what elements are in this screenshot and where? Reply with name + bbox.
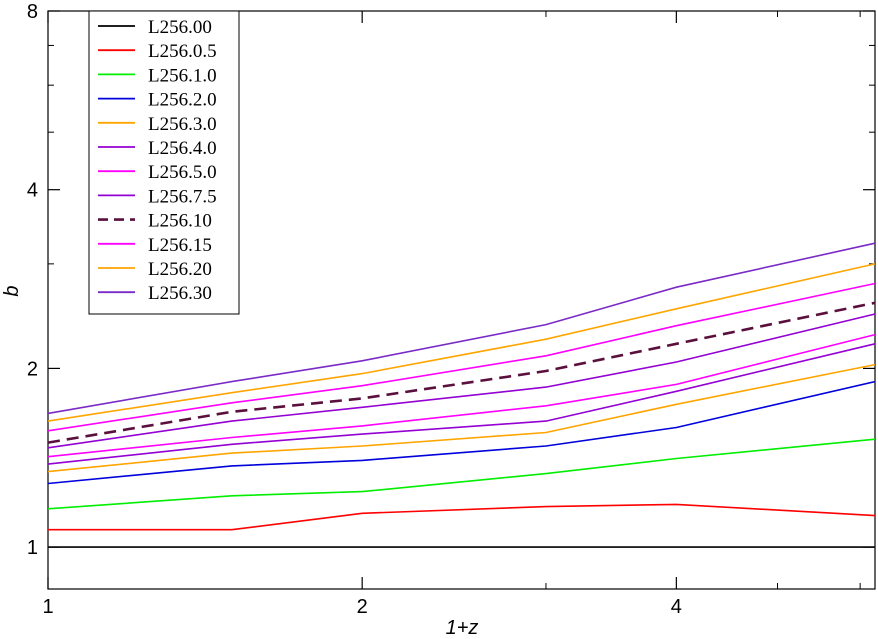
x-tick-label: 4 (671, 596, 682, 618)
y-tick-label: 1 (27, 537, 38, 559)
series-line-9 (47, 282, 876, 432)
series-line-3 (47, 380, 876, 485)
legend-label: L256.20 (148, 259, 212, 280)
y-tick-label: 4 (27, 180, 38, 202)
series-line-1 (48, 503, 876, 531)
series-line-5 (47, 343, 876, 465)
legend-label: L256.0.5 (148, 41, 217, 62)
legend-label: L256.10 (148, 211, 212, 232)
series-line-10 (47, 263, 876, 422)
legend-label: L256.3.0 (148, 114, 217, 135)
series-line-2 (47, 438, 876, 510)
legend: L256.00 L256.0.5 L256.1.0 L256.2.0 L256.3.0 L… (88, 10, 240, 315)
x-tick-label: 2 (357, 596, 368, 618)
x-tick-label: 1 (42, 596, 53, 618)
series-line-8 (47, 301, 876, 444)
legend-label: L256.1.0 (148, 65, 217, 86)
series-line-7 (47, 313, 876, 449)
legend-label: L256.15 (148, 235, 212, 256)
series-line-11 (47, 242, 876, 415)
legend-label: L256.5.0 (148, 162, 217, 183)
y-tick-label: 2 (27, 358, 38, 380)
plot-frame (47, 10, 876, 590)
series-line-6 (47, 333, 876, 458)
series-line-4 (47, 363, 876, 473)
x-axis-title: 1+z (446, 617, 479, 639)
axis-tick-labels: 1 2 4 1 2 4 8 (27, 1, 682, 618)
legend-label: L256.30 (148, 283, 212, 304)
y-axis-title: b (1, 285, 23, 296)
series-lines (47, 242, 876, 548)
legend-label: L256.4.0 (148, 138, 217, 159)
legend-label: L256.7.5 (148, 186, 217, 207)
legend-label: L256.2.0 (148, 90, 217, 111)
y-tick-label: 8 (27, 1, 38, 23)
legend-box (88, 10, 240, 315)
legend-label: L256.00 (148, 17, 212, 38)
